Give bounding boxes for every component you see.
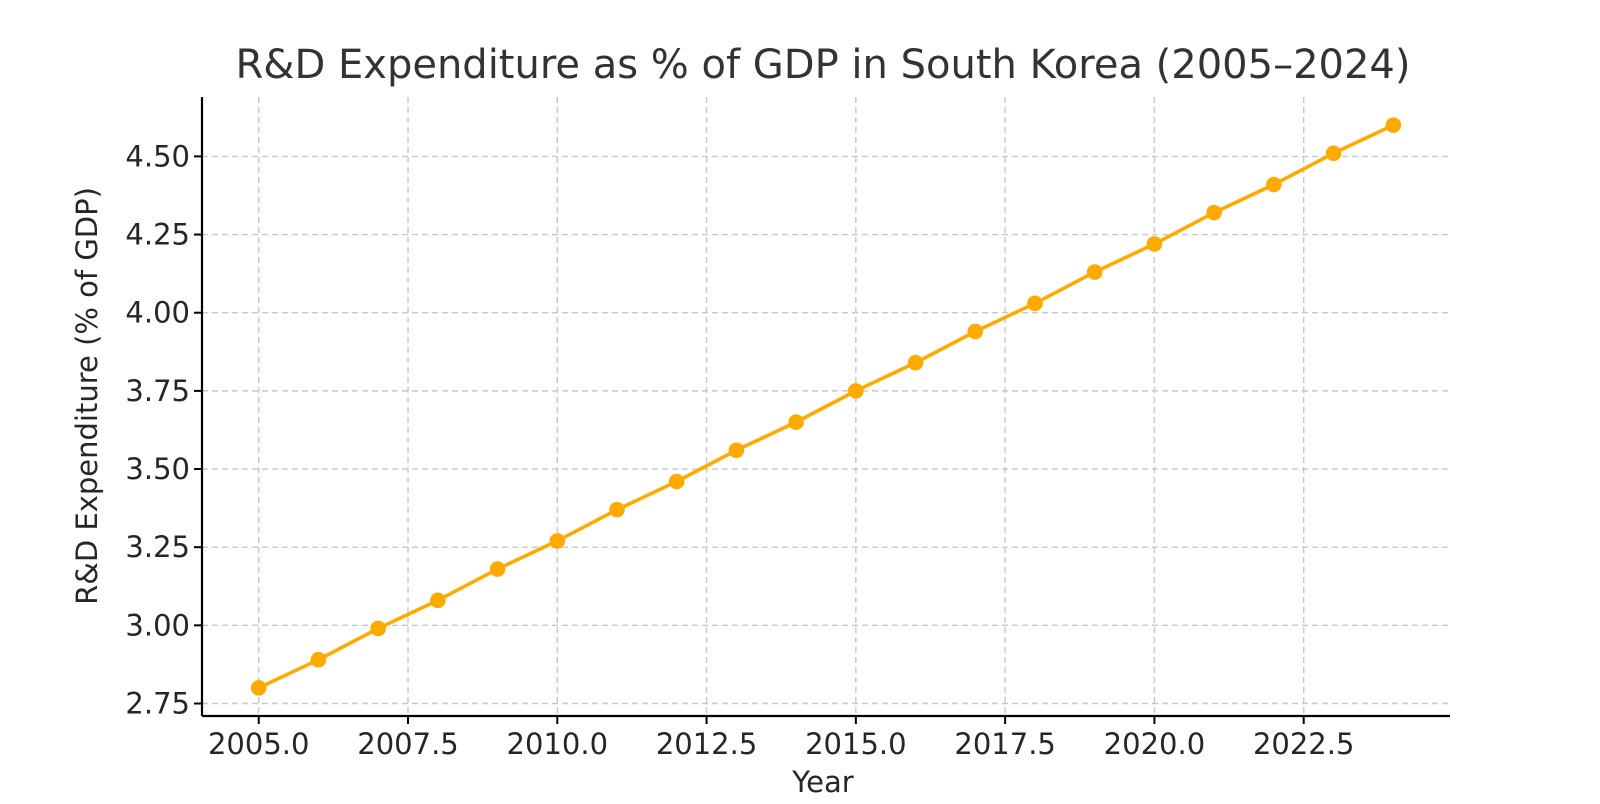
y-tick-label: 4.50 bbox=[125, 139, 190, 173]
data-point bbox=[1385, 117, 1402, 133]
x-tick-label: 2005.0 bbox=[208, 727, 309, 761]
x-tick-label: 2007.5 bbox=[357, 727, 458, 761]
grid bbox=[202, 97, 1450, 716]
y-axis-label: R&D Expenditure (% of GDP) bbox=[70, 187, 104, 605]
x-tick-label: 2012.5 bbox=[656, 727, 757, 761]
series-line bbox=[256, 123, 1396, 690]
y-tick-label: 4.00 bbox=[125, 296, 190, 330]
chart-title: R&D Expenditure as % of GDP in South Kor… bbox=[236, 42, 1411, 88]
x-tick-label: 2017.5 bbox=[954, 727, 1055, 761]
data-point bbox=[250, 680, 267, 696]
data-point bbox=[1266, 176, 1282, 193]
y-tick-label: 2.75 bbox=[125, 686, 190, 720]
data-point bbox=[1146, 236, 1163, 252]
data-point bbox=[430, 592, 446, 609]
x-tick-label: 2022.5 bbox=[1253, 727, 1354, 761]
y-tick-label: 4.25 bbox=[125, 218, 190, 252]
data-point bbox=[848, 383, 864, 399]
y-tick-label: 3.25 bbox=[125, 530, 190, 564]
axes bbox=[200, 97, 1450, 718]
data-point bbox=[907, 354, 924, 371]
x-tick-label: 2015.0 bbox=[805, 727, 906, 761]
x-tick-label: 2010.0 bbox=[507, 727, 608, 761]
data-point bbox=[370, 620, 386, 637]
data-point bbox=[1325, 145, 1342, 162]
data-point bbox=[668, 473, 685, 490]
y-tick-label: 3.75 bbox=[125, 374, 190, 408]
data-point bbox=[1027, 295, 1043, 312]
x-tick-label: 2020.0 bbox=[1104, 727, 1205, 761]
series bbox=[250, 117, 1402, 696]
data-point bbox=[310, 651, 327, 668]
data-point bbox=[549, 533, 566, 549]
ticks: 2005.0 2007.5 2010.0 2012.5 2015.0 2017.5 2020… bbox=[125, 139, 1354, 761]
y-tick-label: 3.00 bbox=[125, 608, 190, 642]
data-point bbox=[1086, 264, 1103, 280]
data-point bbox=[967, 323, 984, 340]
data-point bbox=[728, 442, 745, 459]
y-tick-label: 3.50 bbox=[125, 452, 190, 486]
data-point bbox=[788, 414, 804, 430]
x-axis-label: Year bbox=[791, 765, 853, 799]
data-point bbox=[1206, 204, 1222, 221]
data-point bbox=[609, 501, 625, 518]
data-point bbox=[489, 561, 506, 577]
